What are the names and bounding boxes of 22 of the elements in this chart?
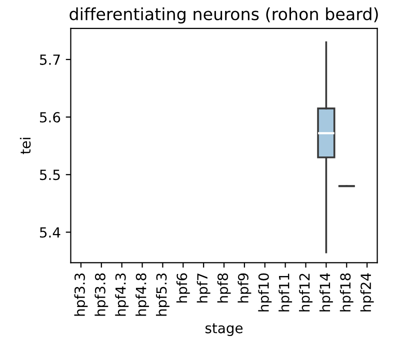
chart-title: differentiating neurons (rohon beard) xyxy=(70,7,378,24)
x-tick-label: hpf3.8 xyxy=(94,273,108,316)
x-tick-label: hpf9 xyxy=(238,273,252,303)
x-tick-label: hpf7 xyxy=(196,274,210,303)
x-tick-label: hpf6 xyxy=(176,273,190,303)
y-tick-label: 5.7 xyxy=(40,54,60,65)
x-tick-label: hpf14 xyxy=(319,273,333,312)
y-tick-label: 5.4 xyxy=(40,227,60,238)
x-tick-label: hpf8 xyxy=(217,273,231,303)
x-tick-label: hpf24 xyxy=(360,273,374,312)
x-tick-label: hpf11 xyxy=(278,274,292,312)
x-tick-label: hpf10 xyxy=(258,273,272,312)
x-tick-label: hpf4.3 xyxy=(115,274,129,316)
x-tick-label: hpf3.3 xyxy=(74,274,88,316)
x-tick-label: hpf5.3 xyxy=(156,274,170,316)
x-tick-label: hpf12 xyxy=(299,274,312,312)
y-tick-label: 5.6 xyxy=(40,112,60,123)
x-axis-title: stage xyxy=(205,323,243,336)
y-axis-title: tei xyxy=(20,138,31,154)
x-tick-label: hpf18 xyxy=(340,273,354,312)
y-tick-label: 5.5 xyxy=(40,170,60,180)
x-tick-label: hpf4.8 xyxy=(136,273,149,316)
